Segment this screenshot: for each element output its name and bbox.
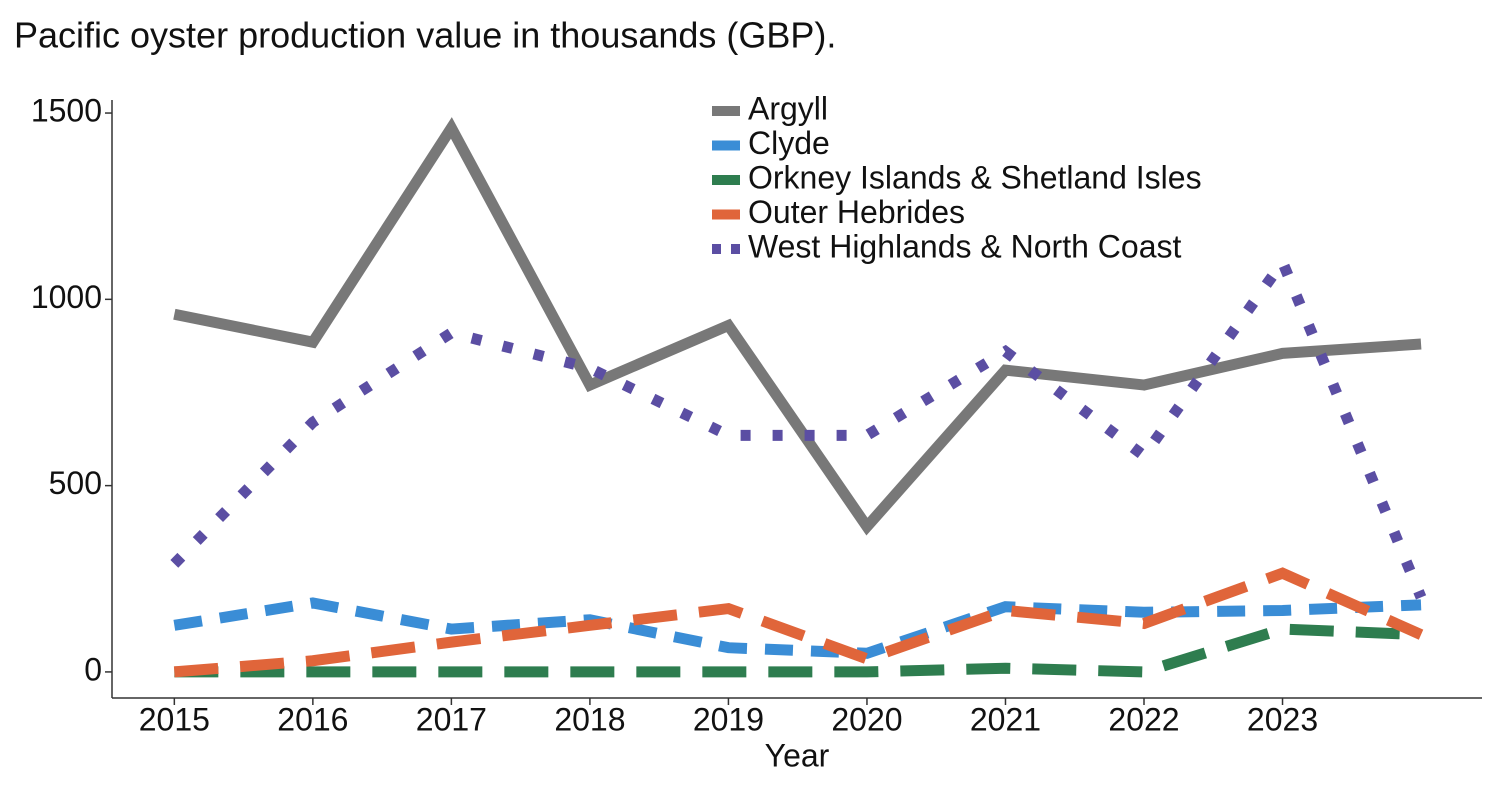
y-tick-label: 500 <box>49 465 102 501</box>
x-tick-label: 2018 <box>554 701 625 737</box>
legend-label: Clyde <box>748 125 830 161</box>
x-tick-label: 2015 <box>139 701 210 737</box>
x-tick-label: 2021 <box>970 701 1041 737</box>
series-line <box>173 567 1424 678</box>
x-tick-label: 2022 <box>1108 701 1179 737</box>
series-line <box>170 250 1427 600</box>
chart-title: Pacific oyster production value in thous… <box>14 15 836 56</box>
legend-label: Outer Hebrides <box>748 194 965 230</box>
series-line <box>174 623 1422 678</box>
series-line <box>173 117 1422 536</box>
x-tick-label: 2019 <box>693 701 764 737</box>
x-axis-label: Year <box>765 737 830 773</box>
series-line <box>173 597 1422 659</box>
y-tick-label: 0 <box>84 651 102 687</box>
legend-label: Orkney Islands & Shetland Isles <box>748 159 1202 195</box>
legend-label: West Highlands & North Coast <box>748 228 1181 264</box>
legend-label: Argyll <box>748 90 828 126</box>
y-tick-label: 1000 <box>31 279 102 315</box>
y-tick-label: 1500 <box>31 92 102 128</box>
x-tick-label: 2020 <box>831 701 902 737</box>
x-tick-label: 2016 <box>277 701 348 737</box>
x-tick-label: 2017 <box>416 701 487 737</box>
x-tick-label: 2023 <box>1247 701 1318 737</box>
